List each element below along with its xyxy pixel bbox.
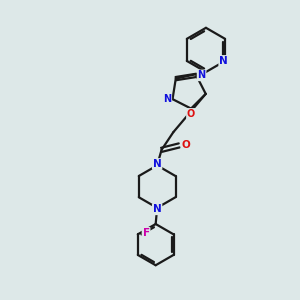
Text: O: O — [181, 140, 190, 150]
Text: F: F — [142, 228, 150, 238]
Text: N: N — [153, 204, 161, 214]
Text: N: N — [163, 94, 171, 104]
Text: N: N — [219, 56, 228, 66]
Text: N: N — [153, 159, 161, 169]
Text: O: O — [187, 109, 195, 119]
Text: N: N — [197, 70, 206, 80]
